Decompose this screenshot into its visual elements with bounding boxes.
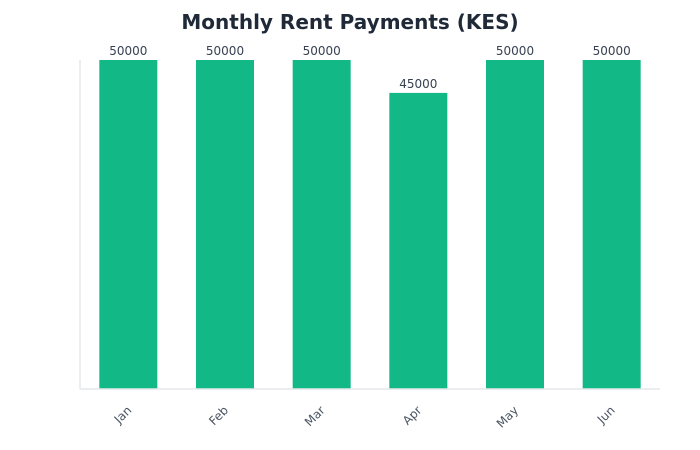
- bar-apr: [389, 92, 448, 390]
- data-label-jan: 50000: [109, 44, 147, 58]
- bar-feb: [196, 60, 254, 389]
- data-label-may: 50000: [496, 44, 534, 58]
- axis-layer: [79, 60, 660, 390]
- bar-may: [486, 60, 544, 389]
- data-label-apr: 45000: [399, 77, 437, 91]
- x-tick-mar: Mar: [302, 403, 328, 429]
- data-label-mar: 50000: [303, 44, 341, 58]
- bars-layer: [99, 60, 641, 390]
- bar-mar: [292, 60, 351, 389]
- chart-title: Monthly Rent Payments (KES): [181, 10, 518, 34]
- data-label-jun: 50000: [593, 44, 631, 58]
- x-tick-apr: Apr: [400, 403, 425, 428]
- data-label-feb: 50000: [206, 44, 244, 58]
- x-tick-may: May: [494, 403, 521, 430]
- data-labels-layer: 50000 50000 50000 45000 50000 50000: [109, 44, 631, 91]
- x-tick-feb: Feb: [206, 403, 231, 428]
- x-tick-jan: Jan: [111, 403, 135, 427]
- x-tick-labels: Jan Feb Mar Apr May Jun: [111, 403, 618, 430]
- x-tick-jun: Jun: [594, 403, 618, 427]
- bar-jun: [582, 60, 641, 389]
- bar-jan: [99, 60, 158, 389]
